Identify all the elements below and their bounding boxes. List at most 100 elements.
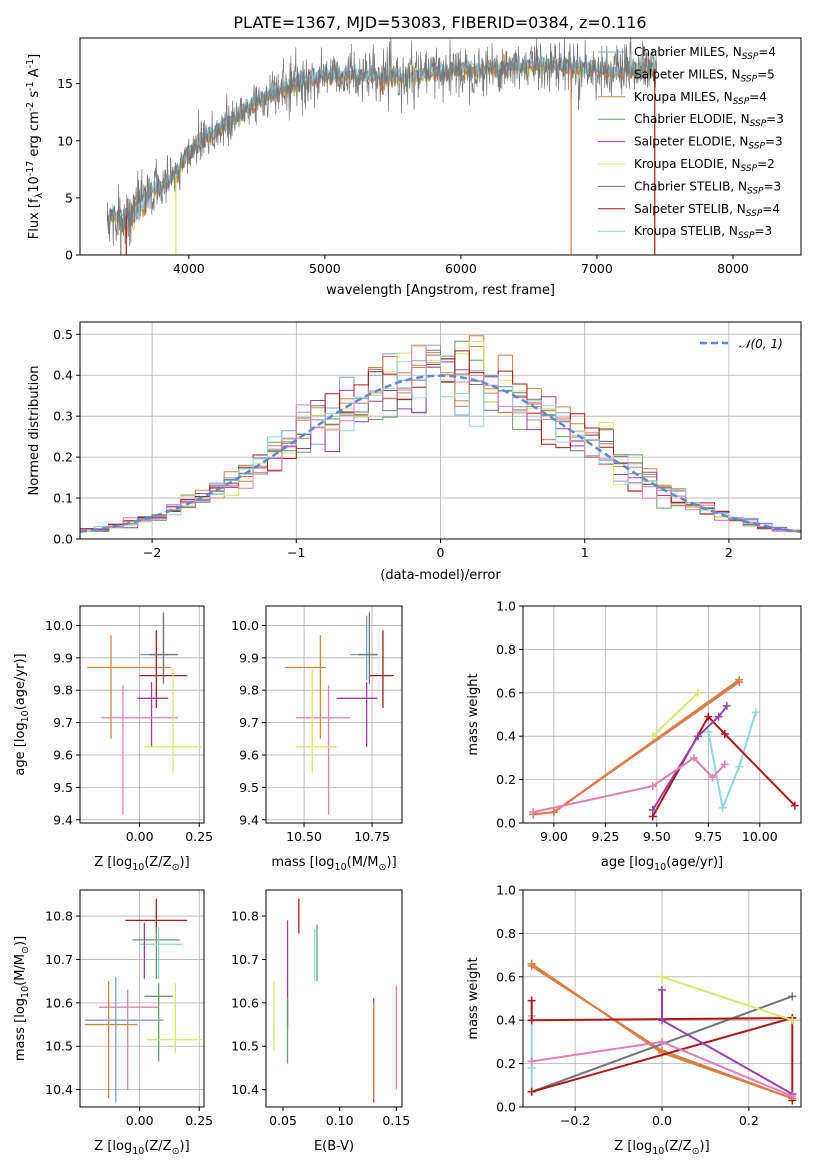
x-tick-label: 1 [581, 545, 589, 560]
weight-marker [704, 712, 713, 721]
x-tick-label: 0.00 [126, 829, 154, 844]
y-tick-label: 0.2 [496, 772, 516, 787]
weight-marker [549, 808, 558, 817]
label-part: ⊙ [172, 862, 180, 873]
y-tick-label: 0.4 [496, 1013, 516, 1028]
weight-marker [527, 1057, 536, 1066]
label-part: 10 [654, 862, 666, 873]
x-tick-label: 0.0 [652, 1113, 672, 1128]
histogram-frame [79, 321, 802, 540]
weight-marker [527, 1087, 536, 1096]
y-tick-label: 0.1 [53, 491, 73, 506]
y-tick-label: 0.0 [53, 532, 73, 547]
x-tick-label: −1 [287, 545, 305, 560]
y-axis-label: Flux [fλ10-17 erg cm-2 s-1 A-1] [25, 54, 45, 239]
weight-marker [708, 773, 717, 782]
y-tick-label: 10.8 [45, 909, 73, 924]
label-part: -1 [25, 59, 36, 68]
label-part: ⊙ [20, 946, 31, 954]
label-part: (M/M [13, 954, 28, 986]
y-tick-label: 10 [57, 133, 73, 148]
weight-marker [714, 712, 723, 721]
legend-text: Kroupa STELIB, N [634, 224, 738, 238]
y-tick-label: 10.8 [231, 909, 259, 924]
legend-label: Kroupa STELIB, NSSP=3 [634, 224, 772, 241]
x-tick-label: 0.2 [739, 1113, 759, 1128]
label-part: ⊙ [172, 1146, 180, 1157]
label-part: -17 [25, 161, 36, 177]
weight-lines [529, 675, 799, 821]
x-tick-label: 10.50 [286, 829, 322, 844]
error-bars [285, 612, 394, 815]
label-part: Normed distribution [27, 366, 42, 496]
legend-sub: SSP [742, 52, 759, 62]
legend-suffix: =4 [762, 202, 780, 216]
label-part: Z [log [614, 1139, 652, 1154]
label-part: (M/M [347, 855, 379, 870]
label-part: 10 [132, 862, 144, 873]
x-tick-label: 0.25 [185, 1113, 213, 1128]
spectrum-frame [79, 37, 802, 256]
legend-text: Kroupa ELODIE, N [634, 157, 741, 171]
y-tick-label: 10.4 [231, 1082, 259, 1097]
label-part: mass [log [271, 855, 334, 870]
histogram-step [80, 345, 801, 534]
weight-lines [527, 959, 797, 1105]
label-part: A [27, 68, 42, 81]
legend-sub: SSP [738, 231, 755, 241]
weight-marker [658, 985, 666, 994]
label-part: 10 [27, 176, 42, 193]
legend-text: Chabrier ELODIE, N [634, 112, 750, 126]
y-tick-label: 0.3 [53, 409, 73, 424]
x-tick-label: 9.50 [643, 829, 671, 844]
label-part: -2 [25, 102, 36, 111]
weight-marker [704, 727, 713, 736]
legend-label: Kroupa MILES, NSSP=4 [634, 90, 767, 107]
y-tick-label: 9.7 [53, 715, 73, 730]
y-axis-label: Normed distribution [27, 366, 42, 496]
x-tick-label: 10.00 [742, 829, 778, 844]
y-axis-label: mass weight [466, 957, 481, 1039]
x-tick-label: 2 [725, 545, 733, 560]
label-part: (Z/Z [144, 1139, 171, 1154]
legend-label: Chabrier ELODIE, NSSP=3 [634, 112, 784, 129]
weight-marker [735, 762, 744, 771]
label-part: (age/yr)] [666, 855, 723, 870]
y-tick-label: 0.6 [496, 969, 516, 984]
y-tick-label: 0.4 [496, 729, 516, 744]
weight-marker [722, 701, 731, 710]
legend-sub: SSP [733, 97, 750, 107]
y-tick-label: 9.5 [239, 780, 259, 795]
legend-suffix: =4 [749, 90, 767, 104]
y-tick-label: 10.0 [231, 618, 259, 633]
x-axis-label: E(B-V) [314, 1139, 354, 1154]
label-part: 10 [335, 862, 347, 873]
error-bars [87, 612, 202, 815]
label-part: ] [27, 54, 42, 59]
legend-sub: SSP [747, 186, 764, 196]
weight-marker [735, 677, 744, 686]
y-tick-label: 10.5 [231, 1039, 259, 1054]
legend-label: Chabrier MILES, NSSP=4 [634, 45, 776, 62]
x-tick-label: −2 [143, 545, 161, 560]
label-part: mass weight [466, 673, 481, 755]
weight-marker [648, 805, 657, 814]
weight-line [661, 975, 793, 1022]
panel-frame [265, 889, 403, 1108]
y-axis-label: age [log10(age/yr)] [13, 653, 31, 775]
legend-label: Salpeter ELODIE, NSSP=3 [634, 135, 783, 152]
weight-line [533, 756, 726, 814]
label-part: ⊙ [379, 862, 387, 873]
x-axis-label: Z [log10(Z/Z⊙)] [614, 1139, 709, 1157]
x-tick-label: 0.05 [269, 1113, 297, 1128]
weight-line [652, 692, 699, 737]
y-tick-label: 9.4 [53, 812, 73, 827]
y-tick-label: 0 [65, 248, 73, 263]
panel-frame [265, 605, 403, 824]
y-tick-label: 10.7 [231, 952, 259, 967]
y-tick-label: 0.0 [496, 1100, 516, 1115]
weight-marker [694, 732, 703, 741]
label-part: 10 [20, 710, 31, 722]
weight-marker [658, 1037, 666, 1046]
